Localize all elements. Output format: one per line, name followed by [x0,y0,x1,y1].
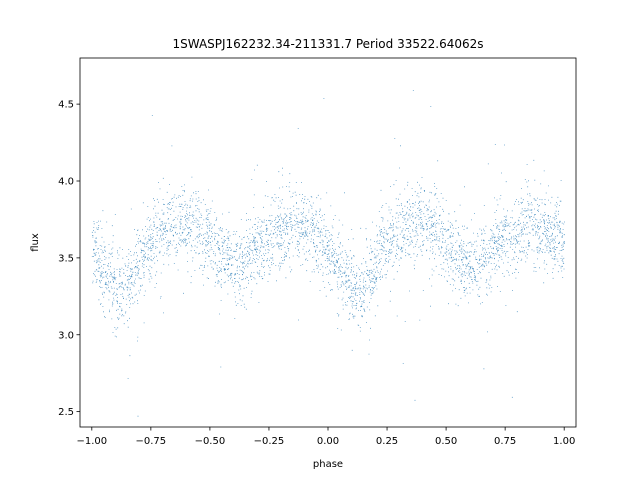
x-tick-label: 0.75 [494,436,516,447]
x-tick-label: −0.50 [195,436,226,447]
data-points [91,90,565,417]
y-tick-label: 4.5 [58,100,74,111]
y-axis-label: flux [30,233,41,252]
x-axis-label: phase [313,459,343,470]
x-tick-label: 0.25 [376,436,398,447]
x-tick-label: 1.00 [553,436,575,447]
x-tick-label: −0.75 [136,436,167,447]
x-tick-label: −1.00 [76,436,107,447]
y-tick-label: 3.0 [58,330,74,341]
y-axis: 2.5 3.0 3.5 4.0 4.5 [58,100,80,418]
chart-title: 1SWASPJ162232.34-211331.7 Period 33522.6… [172,37,483,51]
x-axis: −1.00 −0.75 −0.50 −0.25 0.00 0.25 0.50 0.75 1.00 [76,427,575,447]
y-tick-label: 2.5 [58,407,74,418]
x-tick-label: −0.25 [254,436,285,447]
scatter-points [91,90,565,417]
y-tick-label: 3.5 [58,253,74,264]
y-tick-label: 4.0 [58,177,74,188]
x-tick-label: 0.00 [317,436,339,447]
x-tick-label: 0.50 [435,436,457,447]
